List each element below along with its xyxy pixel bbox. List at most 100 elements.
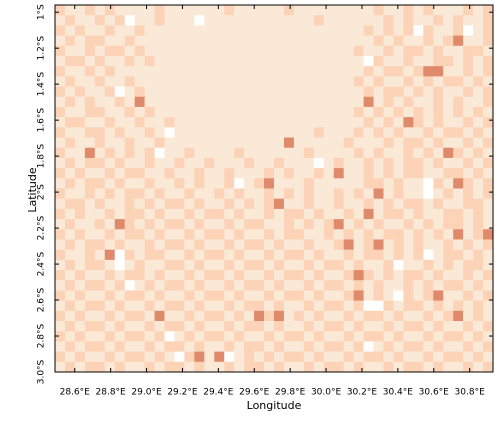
cell (363, 55, 374, 67)
cell (84, 280, 96, 291)
y-tick-label: 2.8°S (37, 323, 47, 348)
cell (104, 198, 116, 210)
cell (373, 290, 384, 301)
cell (224, 290, 235, 301)
cell (323, 198, 335, 210)
cell (64, 25, 76, 36)
cell (333, 208, 344, 220)
cell (453, 249, 464, 261)
cell (323, 86, 335, 98)
cell (224, 188, 235, 199)
cell (373, 270, 384, 281)
cell (254, 55, 265, 67)
cell (313, 106, 325, 118)
cell (64, 178, 76, 189)
cell (413, 259, 424, 271)
cell (254, 117, 265, 128)
cell (94, 157, 106, 169)
cell (413, 249, 424, 261)
cell (244, 76, 255, 87)
cell (224, 66, 235, 77)
cell (174, 198, 185, 210)
cell (363, 86, 374, 98)
cell (274, 208, 285, 220)
cell (413, 208, 424, 220)
cell (343, 25, 354, 36)
cell (473, 310, 484, 322)
cell (104, 117, 116, 128)
cell (343, 229, 354, 240)
cell (473, 106, 484, 118)
cell (194, 15, 205, 26)
cell (433, 208, 444, 220)
cell (144, 157, 155, 169)
cell (174, 188, 185, 199)
cell (134, 117, 145, 128)
cell (403, 25, 414, 36)
cell (134, 137, 145, 149)
cell (443, 249, 454, 261)
cell (274, 127, 285, 138)
cell (114, 300, 125, 312)
cell (104, 55, 116, 67)
cell (114, 117, 125, 128)
cell (373, 331, 384, 342)
cell (483, 127, 494, 138)
cell (323, 45, 335, 57)
cell (303, 96, 315, 108)
cell (293, 249, 305, 261)
cell (224, 351, 235, 363)
cell (403, 239, 414, 250)
cell (214, 35, 225, 47)
cell (214, 147, 225, 159)
x-tick-label: 30.0°E (311, 388, 342, 398)
cell (184, 55, 195, 67)
cell (483, 321, 494, 332)
cell (104, 168, 116, 179)
cell (124, 86, 135, 98)
cell (293, 66, 305, 77)
cell (403, 331, 414, 342)
cell (323, 15, 335, 26)
cell (194, 35, 205, 47)
cell (483, 249, 494, 261)
cell (214, 178, 225, 189)
cell (483, 96, 494, 108)
cell (413, 219, 424, 230)
y-tick-label: 1.2°S (37, 36, 47, 61)
cell (124, 117, 135, 128)
cell (303, 66, 315, 77)
cell (124, 270, 135, 281)
cell (293, 147, 305, 159)
cell (144, 35, 155, 47)
cell (293, 321, 305, 332)
cell (453, 55, 464, 67)
cell (363, 45, 374, 57)
cell (214, 86, 225, 98)
cell (144, 147, 155, 159)
cell (443, 147, 454, 159)
cell (283, 178, 295, 189)
cell (114, 249, 125, 261)
cell (293, 331, 305, 342)
cell (144, 361, 155, 373)
cell (174, 127, 185, 138)
cell (104, 86, 116, 98)
cell (114, 76, 125, 87)
cell (453, 147, 464, 159)
cell (204, 290, 215, 301)
cell (274, 86, 285, 98)
cell (353, 117, 364, 128)
cell (104, 188, 116, 199)
cell (194, 239, 205, 250)
cell (55, 66, 66, 77)
cell (303, 280, 315, 291)
cell (463, 229, 474, 240)
cell (264, 290, 275, 301)
cell (64, 280, 76, 291)
cell (333, 270, 344, 281)
cell (74, 178, 86, 189)
cell (234, 96, 245, 108)
cell (254, 361, 265, 373)
cell (283, 35, 295, 47)
